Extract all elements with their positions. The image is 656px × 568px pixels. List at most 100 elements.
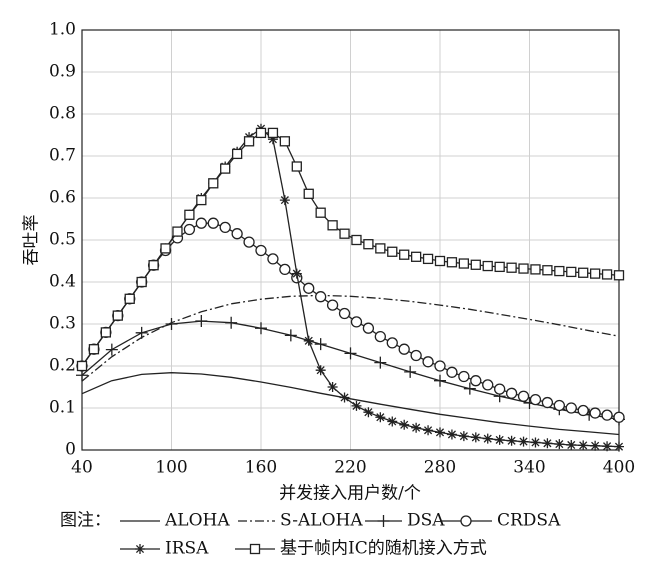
marker [315,365,326,376]
marker [529,393,542,406]
marker [315,207,326,218]
marker [279,195,290,206]
marker [518,436,529,447]
marker [470,375,482,387]
y-tick-label: 0.9 [49,62,76,82]
marker [387,246,398,257]
x-tick-label: 160 [245,458,277,478]
marker [577,404,589,417]
marker [339,228,350,239]
marker [386,337,398,349]
marker [399,419,410,430]
marker [554,439,565,450]
marker [207,217,219,229]
marker [505,387,518,399]
marker [530,264,541,275]
marker [196,194,207,206]
marker [243,136,255,147]
marker [76,360,88,372]
marker [135,326,148,339]
marker [458,258,470,269]
marker [351,400,362,411]
marker [220,163,231,174]
marker [374,356,387,369]
marker [602,441,613,452]
marker [423,425,434,436]
marker [231,228,243,240]
marker [613,270,625,281]
marker [124,293,135,304]
marker [231,148,243,160]
marker [314,338,327,351]
marker [601,409,613,421]
legend-marker [249,543,261,555]
marker [387,416,398,427]
x-tick-label: 100 [155,458,187,478]
marker [482,260,493,272]
marker [541,396,554,409]
marker [284,329,297,342]
y-tick-label: 0.7 [49,146,76,166]
legend-label: IRSA [165,539,209,559]
marker [506,435,517,446]
marker [351,234,362,246]
marker [291,161,302,172]
legend-label: CRDSA [497,511,561,531]
marker [195,315,208,328]
marker [446,257,458,268]
marker [136,276,147,288]
marker [172,226,183,237]
marker [327,382,338,392]
marker [589,407,601,419]
x-tick-label: 400 [603,458,635,478]
legend-label: S-ALOHA [280,511,363,531]
marker [255,244,267,257]
legend-label: DSA [407,511,445,531]
marker [518,263,529,274]
marker [470,432,481,443]
marker [434,255,446,267]
marker [494,434,505,445]
marker [434,360,446,372]
marker [362,322,375,334]
marker [339,392,350,403]
marker [578,440,589,451]
marker [404,365,417,378]
marker [183,223,196,236]
marker [470,259,481,270]
marker [267,253,279,265]
marker [374,330,386,343]
marker [184,209,195,220]
marker [303,282,315,294]
x-axis-label: 并发接入用户数/个 [279,484,421,504]
marker [542,265,553,276]
marker [88,344,100,355]
marker [291,268,302,279]
x-tick-label: 340 [513,458,545,478]
marker [267,134,278,145]
marker [566,266,577,278]
series-line [81,132,620,367]
marker [410,349,422,362]
marker [279,263,291,276]
marker [530,437,541,448]
marker [554,265,565,277]
series-line [81,222,620,418]
x-tick-label: 40 [71,458,93,478]
marker [458,431,469,442]
marker [105,343,118,356]
marker [100,327,112,338]
marker [208,178,219,189]
y-tick-label: 0.4 [49,272,76,292]
marker [255,127,267,139]
plot-frame [81,29,620,451]
x-tick-label: 220 [334,458,366,478]
marker [482,379,494,391]
y-tick-label: 0.3 [49,314,76,334]
y-tick-label: 0.5 [49,230,76,250]
series-line [81,372,620,436]
y-tick-label: 0.8 [49,104,76,124]
legend-label: ALOHA [164,511,230,531]
x-tick-label: 280 [424,458,456,478]
